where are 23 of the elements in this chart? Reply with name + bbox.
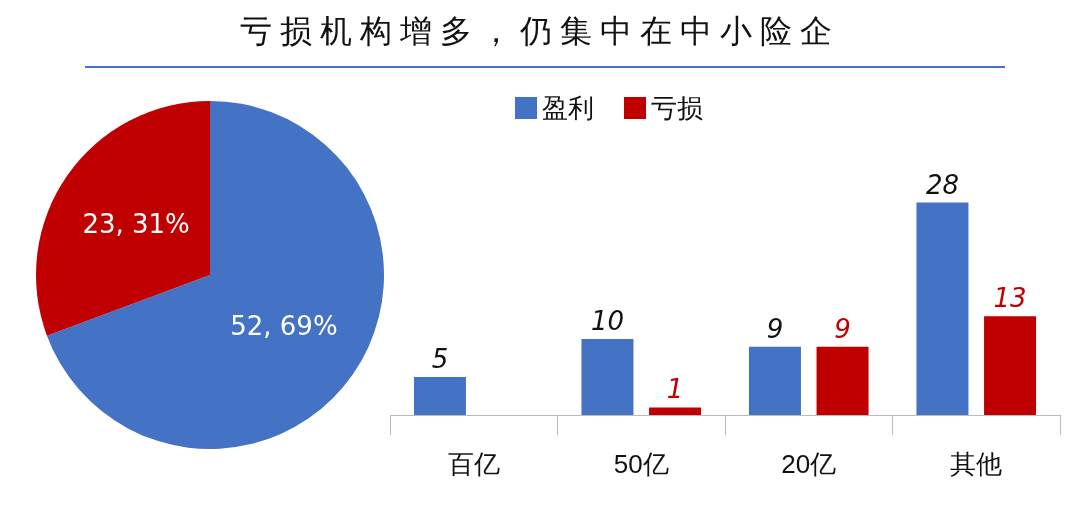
bar bbox=[581, 339, 634, 415]
data-label: 9 bbox=[766, 313, 784, 344]
x-tick-label: 百亿 bbox=[447, 449, 500, 479]
data-label: 28 bbox=[925, 169, 959, 200]
legend-label: 亏损 bbox=[651, 93, 703, 123]
x-tick-label: 50亿 bbox=[613, 449, 669, 479]
data-label: 13 bbox=[993, 283, 1027, 314]
data-label: 52, 69% bbox=[230, 311, 338, 342]
data-label: 9 bbox=[834, 313, 851, 344]
text: 亏损机构增多，仍集中在中小险企 bbox=[239, 11, 841, 52]
data-label: 1 bbox=[666, 374, 684, 405]
bar bbox=[649, 407, 702, 415]
bar bbox=[748, 346, 801, 415]
bar bbox=[413, 377, 466, 415]
bar bbox=[916, 202, 969, 415]
bar bbox=[816, 346, 869, 415]
data-label: 10 bbox=[590, 306, 624, 337]
data-label: 5 bbox=[431, 344, 449, 375]
data-label: 23, 31% bbox=[82, 208, 190, 239]
legend-label: 盈利 bbox=[542, 93, 594, 123]
bar bbox=[984, 316, 1037, 415]
x-tick-label: 其他 bbox=[950, 449, 1003, 479]
x-tick-label: 20亿 bbox=[781, 449, 837, 479]
